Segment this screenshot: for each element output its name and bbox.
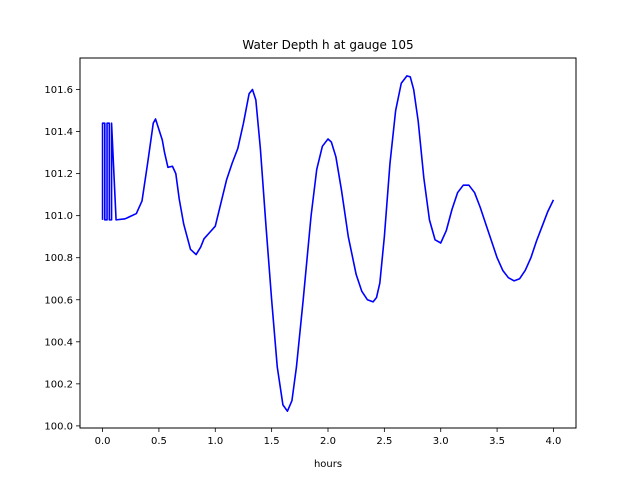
x-tick-label: 3.5 — [489, 436, 505, 447]
y-tick-label: 100.6 — [44, 295, 73, 306]
y-tick-label: 100.2 — [44, 379, 73, 390]
y-tick-label: 101.6 — [44, 85, 73, 96]
y-tick-label: 101.2 — [44, 169, 73, 180]
x-axis: 0.0 0.5 1.0 1.5 2.0 2.5 3.0 3.5 4.0 — [95, 428, 562, 447]
series-line-0 — [101, 75, 555, 412]
axes-frame — [79, 57, 577, 429]
y-tick-label: 100.4 — [44, 337, 73, 348]
y-tick-label: 100.8 — [44, 253, 73, 264]
chart-title: Water Depth h at gauge 105 — [242, 38, 413, 52]
x-tick-label: 2.5 — [376, 436, 392, 447]
x-tick-label: 2.0 — [320, 436, 336, 447]
x-tick-label: 1.0 — [207, 436, 223, 447]
y-tick-label: 101.4 — [44, 127, 73, 138]
y-tick-label: 101.0 — [44, 211, 73, 222]
x-tick-label: 1.5 — [264, 436, 280, 447]
plot-area — [101, 75, 555, 412]
x-tick-label: 3.0 — [433, 436, 449, 447]
x-tick-label: 0.0 — [95, 436, 111, 447]
y-tick-label: 100.0 — [44, 421, 73, 432]
x-tick-label: 0.5 — [151, 436, 167, 447]
x-axis-label: hours — [314, 459, 342, 470]
x-tick-label: 4.0 — [546, 436, 562, 447]
y-axis: 100.0 100.2 100.4 100.6 100.8 101.0 101.2 101.4… — [44, 85, 80, 432]
